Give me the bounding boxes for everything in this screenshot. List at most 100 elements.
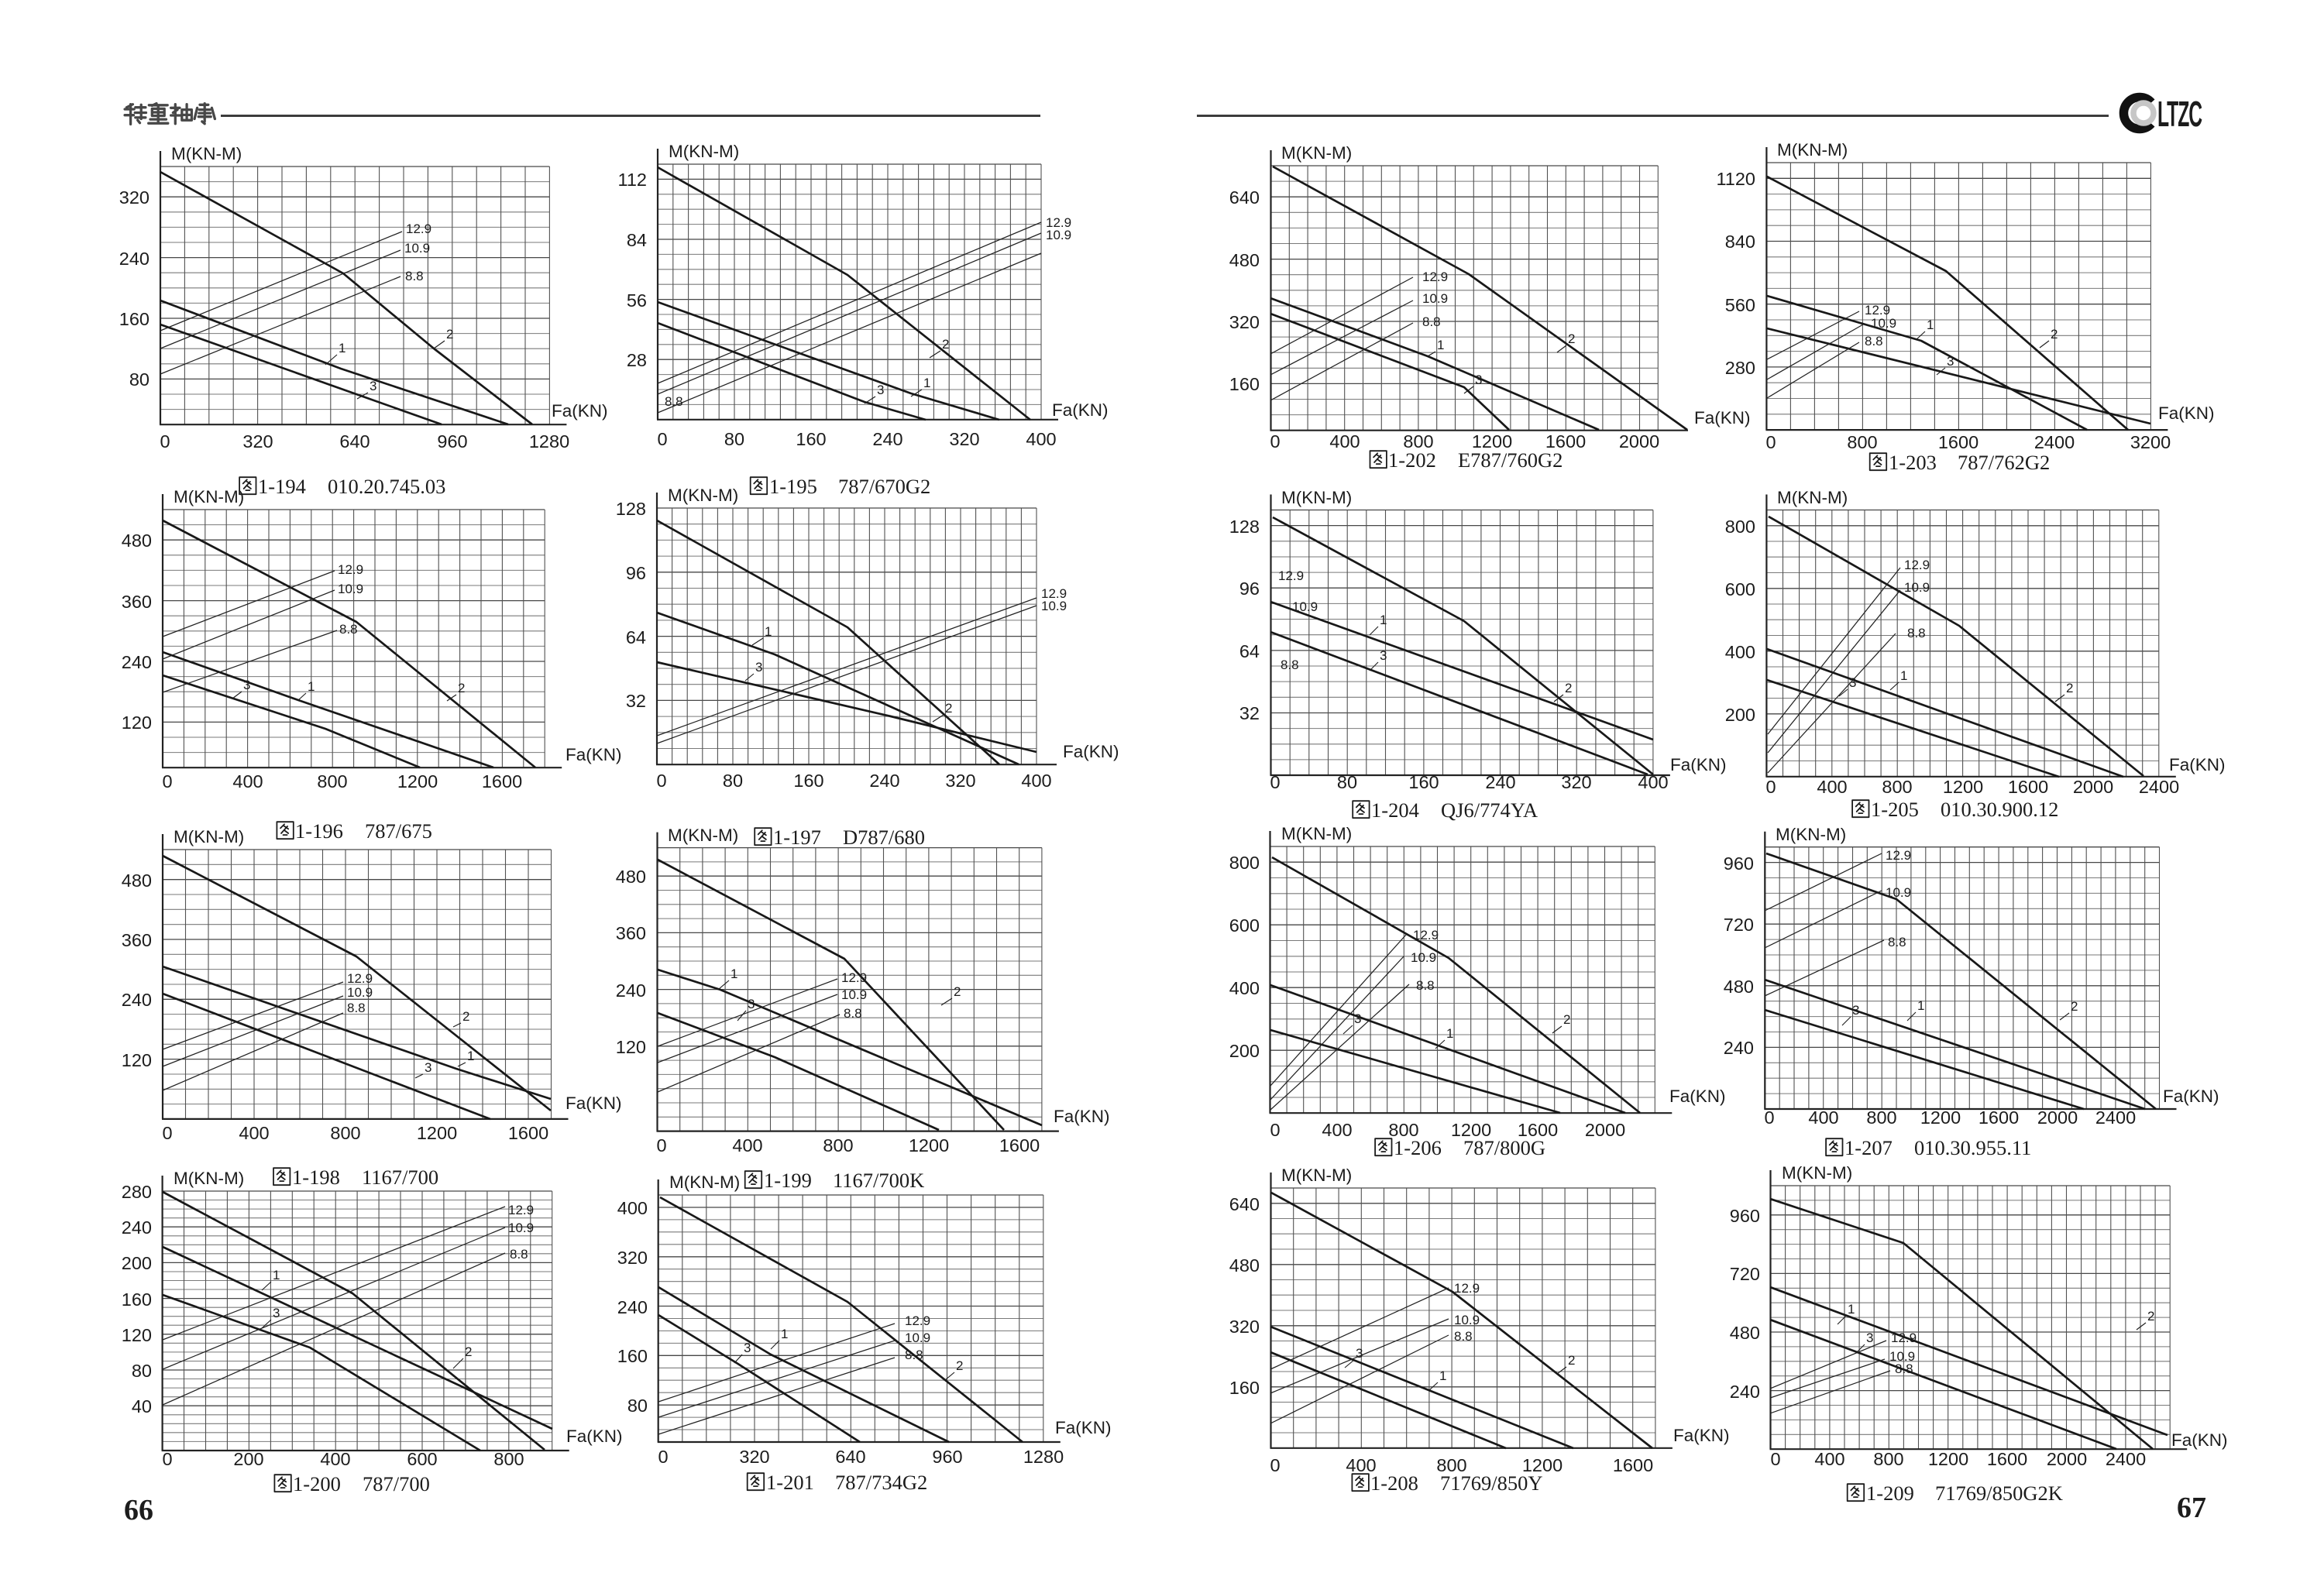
svg-text:1-200: 1-200 <box>293 1472 341 1495</box>
svg-text:2: 2 <box>2147 1309 2154 1324</box>
svg-text:600: 600 <box>1725 579 1755 599</box>
svg-text:12.9: 12.9 <box>1413 928 1439 943</box>
svg-text:360: 360 <box>122 930 152 950</box>
svg-text:66: 66 <box>124 1494 153 1526</box>
svg-text:787/762G2: 787/762G2 <box>1958 451 2050 474</box>
svg-text:M(KN-M): M(KN-M) <box>1777 488 1848 507</box>
svg-text:12.9: 12.9 <box>1454 1281 1480 1296</box>
svg-text:1600: 1600 <box>1545 431 1586 452</box>
svg-text:720: 720 <box>1724 915 1754 935</box>
svg-text:8.8: 8.8 <box>347 1001 366 1015</box>
svg-text:480: 480 <box>122 530 152 551</box>
svg-text:12.9: 12.9 <box>1422 270 1448 284</box>
svg-text:12.9: 12.9 <box>508 1203 534 1217</box>
svg-text:160: 160 <box>1408 772 1439 792</box>
svg-text:Fa(KN): Fa(KN) <box>2171 1430 2228 1450</box>
svg-text:0: 0 <box>162 1449 172 1469</box>
svg-text:2400: 2400 <box>2034 432 2075 452</box>
svg-text:67: 67 <box>2177 1492 2206 1524</box>
svg-text:3: 3 <box>1866 1331 1873 1345</box>
svg-text:2: 2 <box>956 1358 963 1373</box>
svg-text:800: 800 <box>1436 1455 1466 1475</box>
svg-text:960: 960 <box>1730 1206 1760 1226</box>
svg-text:360: 360 <box>616 923 646 943</box>
svg-text:8.8: 8.8 <box>1281 658 1299 672</box>
svg-text:1120: 1120 <box>1716 169 1755 189</box>
svg-text:M(KN-M): M(KN-M) <box>669 142 739 161</box>
svg-text:800: 800 <box>1873 1449 1903 1469</box>
svg-text:Fa(KN): Fa(KN) <box>1694 408 1751 427</box>
svg-text:1-205: 1-205 <box>1871 798 1919 821</box>
svg-text:12.9: 12.9 <box>1046 215 1071 230</box>
svg-text:1200: 1200 <box>1451 1120 1491 1140</box>
svg-text:160: 160 <box>119 309 150 329</box>
svg-text:12.9: 12.9 <box>905 1313 930 1328</box>
svg-text:80: 80 <box>723 771 743 791</box>
svg-text:Fa(KN): Fa(KN) <box>566 745 622 764</box>
svg-text:80: 80 <box>724 429 744 449</box>
svg-text:1-207: 1-207 <box>1844 1136 1893 1159</box>
svg-text:1600: 1600 <box>999 1135 1040 1155</box>
svg-text:720: 720 <box>1730 1264 1760 1284</box>
svg-text:2400: 2400 <box>2095 1107 2136 1128</box>
svg-text:2000: 2000 <box>2037 1107 2078 1128</box>
svg-text:787/675: 787/675 <box>365 819 432 843</box>
svg-text:80: 80 <box>129 369 150 390</box>
svg-text:400: 400 <box>1638 772 1668 792</box>
svg-text:787/700: 787/700 <box>363 1472 430 1495</box>
svg-text:Fa(KN): Fa(KN) <box>1669 1087 1726 1106</box>
svg-text:2: 2 <box>1568 331 1575 346</box>
svg-text:960: 960 <box>932 1447 962 1467</box>
svg-text:640: 640 <box>835 1447 865 1467</box>
svg-text:960: 960 <box>1724 853 1754 874</box>
svg-text:M(KN-M): M(KN-M) <box>1281 143 1352 163</box>
svg-text:1167/700: 1167/700 <box>362 1166 438 1189</box>
svg-text:320: 320 <box>1561 772 1591 792</box>
svg-text:56: 56 <box>627 290 647 311</box>
svg-text:010.30.955.11: 010.30.955.11 <box>1914 1136 2031 1159</box>
svg-text:2: 2 <box>465 1344 472 1359</box>
svg-text:10.9: 10.9 <box>841 987 867 1002</box>
svg-text:Fa(KN): Fa(KN) <box>2163 1087 2219 1106</box>
svg-text:M(KN-M): M(KN-M) <box>1776 825 1846 844</box>
svg-text:160: 160 <box>793 771 823 791</box>
svg-text:3: 3 <box>1852 1003 1859 1018</box>
svg-text:8.8: 8.8 <box>905 1348 923 1362</box>
svg-text:1: 1 <box>467 1049 474 1063</box>
svg-text:0: 0 <box>160 431 170 452</box>
svg-text:0: 0 <box>1270 431 1280 452</box>
svg-text:2400: 2400 <box>2139 777 2179 797</box>
svg-text:10.9: 10.9 <box>338 582 363 596</box>
svg-text:QJ6/774YA: QJ6/774YA <box>1441 798 1538 822</box>
svg-text:1-204: 1-204 <box>1371 798 1419 822</box>
svg-text:1200: 1200 <box>909 1135 949 1155</box>
svg-text:120: 120 <box>122 1325 152 1345</box>
svg-text:D787/680: D787/680 <box>843 826 925 849</box>
svg-text:Fa(KN): Fa(KN) <box>1673 1426 1730 1445</box>
svg-text:1-201: 1-201 <box>766 1471 814 1494</box>
svg-text:960: 960 <box>437 431 467 452</box>
svg-text:2000: 2000 <box>1619 431 1659 452</box>
svg-text:840: 840 <box>1725 232 1755 252</box>
svg-text:12.9: 12.9 <box>1904 558 1930 572</box>
svg-text:1: 1 <box>308 679 315 694</box>
svg-text:Fa(KN): Fa(KN) <box>1670 755 1727 774</box>
svg-text:400: 400 <box>1725 642 1755 662</box>
svg-text:8.8: 8.8 <box>1907 626 1926 640</box>
svg-text:1-196: 1-196 <box>295 819 343 843</box>
svg-text:0: 0 <box>1270 1120 1280 1140</box>
svg-text:240: 240 <box>122 652 152 672</box>
svg-text:280: 280 <box>1725 358 1755 378</box>
svg-text:M(KN-M): M(KN-M) <box>668 486 738 505</box>
svg-text:M(KN-M): M(KN-M) <box>1281 1166 1352 1185</box>
svg-text:2: 2 <box>1568 1353 1575 1368</box>
svg-text:LTZC: LTZC <box>2157 94 2202 134</box>
svg-text:120: 120 <box>616 1037 646 1057</box>
svg-text:10.9: 10.9 <box>905 1331 930 1345</box>
svg-text:240: 240 <box>872 429 902 449</box>
svg-text:Fa(KN): Fa(KN) <box>566 1427 623 1446</box>
svg-text:800: 800 <box>330 1123 360 1143</box>
svg-text:360: 360 <box>122 592 152 612</box>
svg-text:240: 240 <box>122 1217 152 1238</box>
svg-text:240: 240 <box>616 980 646 1001</box>
